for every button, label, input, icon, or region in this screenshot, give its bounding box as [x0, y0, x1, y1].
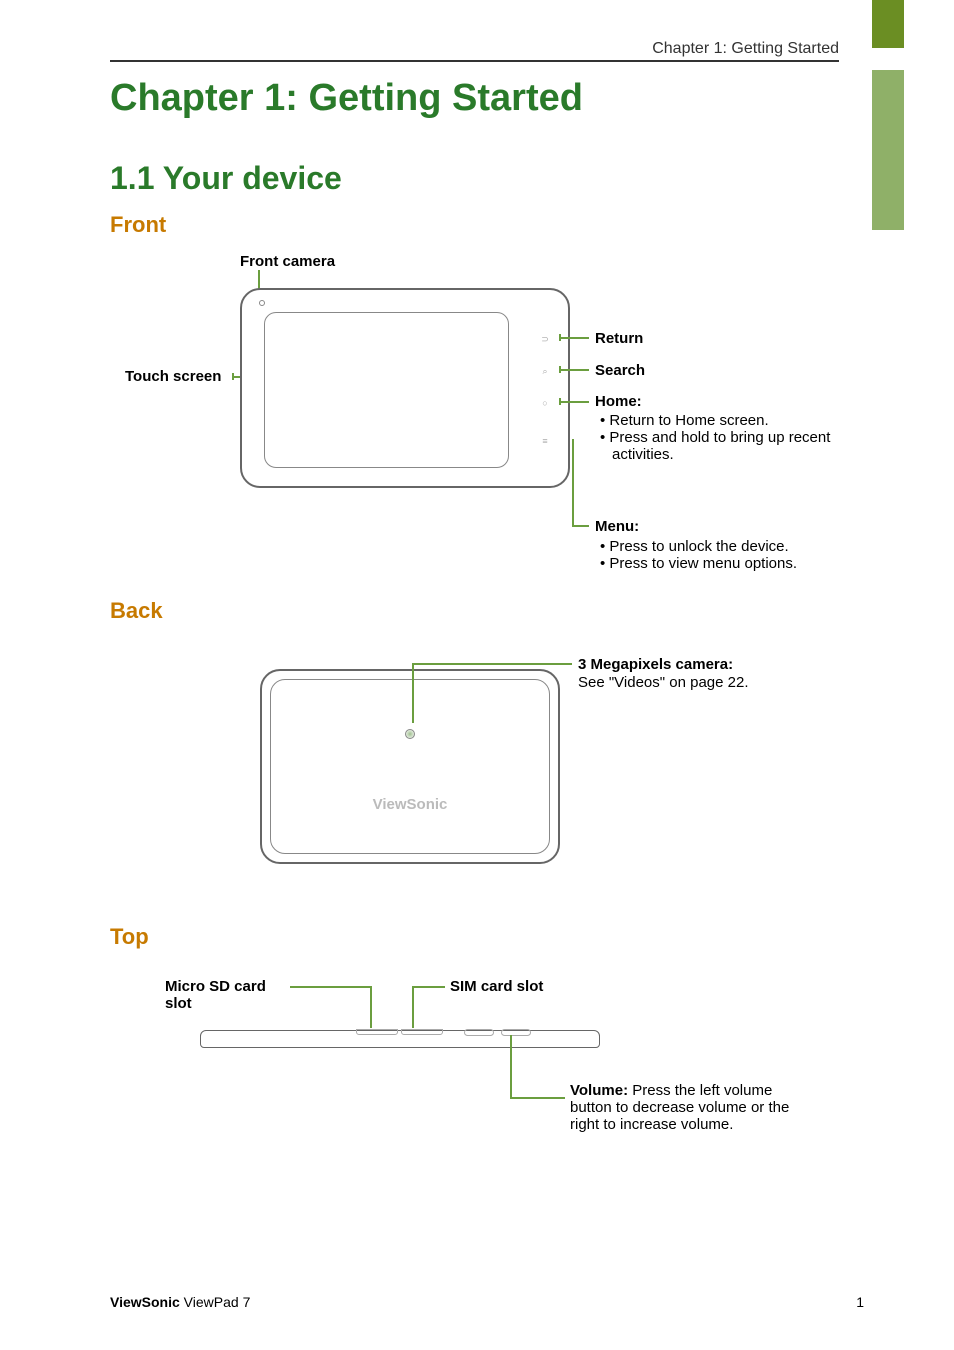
- front-subsection-title: Front: [110, 212, 864, 238]
- callout-line: [510, 1035, 512, 1097]
- callout-line: [510, 1097, 565, 1099]
- callout-line: [559, 337, 589, 339]
- menu-bullet: Press to view menu options.: [612, 555, 860, 572]
- callout-line: [559, 369, 589, 371]
- volume-down-icon: [464, 1029, 494, 1036]
- sim-slot-icon: [401, 1029, 443, 1035]
- front-camera-icon: [259, 300, 265, 306]
- back-camera-desc: See "Videos" on page 22.: [578, 674, 749, 691]
- callout-line: [559, 334, 561, 341]
- back-diagram: ViewSonic 3 Megapixels camera: See "Vide…: [110, 634, 864, 904]
- touch-screen-label: Touch screen: [125, 368, 221, 385]
- footer-brand: ViewSonic: [110, 1294, 180, 1310]
- footer-product: ViewPad 7: [184, 1294, 251, 1310]
- menu-label: Menu:: [595, 518, 639, 535]
- tablet-back-outline: ViewSonic: [260, 669, 560, 864]
- page-footer: ViewSonic ViewPad 7 1: [110, 1294, 864, 1310]
- volume-up-icon: [501, 1029, 531, 1036]
- top-diagram: Micro SD card slot SIM card slot Volume:…: [110, 960, 864, 1190]
- menu-bullet: Press to unlock the device.: [612, 538, 860, 555]
- footer-left: ViewSonic ViewPad 7: [110, 1294, 250, 1310]
- home-description: Return to Home screen. Press and hold to…: [600, 412, 860, 463]
- top-subsection-title: Top: [110, 924, 864, 950]
- return-button-icon: ⊃: [540, 334, 550, 344]
- back-subsection-title: Back: [110, 598, 864, 624]
- home-label: Home:: [595, 393, 642, 410]
- callout-line: [370, 986, 372, 1028]
- tablet-top-outline: [200, 1030, 600, 1048]
- callout-line: [412, 986, 414, 1028]
- sim-card-label: SIM card slot: [450, 978, 543, 995]
- volume-description: Volume: Press the left volume button to …: [570, 1082, 810, 1133]
- search-label: Search: [595, 362, 645, 379]
- chapter-header: Chapter 1: Getting Started: [110, 40, 839, 62]
- home-button-icon: ○: [540, 398, 550, 408]
- callout-line: [412, 663, 572, 665]
- return-label: Return: [595, 330, 643, 347]
- callout-line: [412, 986, 445, 988]
- footer-page-number: 1: [856, 1294, 864, 1310]
- callout-line: [572, 439, 574, 526]
- front-camera-label: Front camera: [240, 253, 335, 270]
- sd-slot-icon: [356, 1029, 398, 1035]
- home-bullet: Return to Home screen.: [612, 412, 860, 429]
- home-bullet: Press and hold to bring up recent activi…: [612, 429, 860, 463]
- chapter-title: Chapter 1: Getting Started: [110, 77, 864, 120]
- callout-line: [559, 366, 561, 373]
- front-diagram: Front camera Touch screen ⊃ ⌕ ○ ≡ Return…: [110, 248, 864, 598]
- tablet-front-outline: ⊃ ⌕ ○ ≡: [240, 288, 570, 488]
- callout-line: [290, 986, 370, 988]
- section-title: 1.1 Your device: [110, 160, 864, 197]
- volume-label: Volume:: [570, 1082, 632, 1099]
- menu-description: Press to unlock the device. Press to vie…: [600, 538, 860, 572]
- back-camera-icon: [405, 729, 415, 739]
- tablet-screen-area: [264, 312, 509, 468]
- menu-button-icon: ≡: [540, 436, 550, 446]
- callout-line: [412, 663, 414, 723]
- callout-line: [559, 398, 561, 405]
- viewsonic-logo-text: ViewSonic: [373, 796, 448, 813]
- header-tab-dark: [872, 0, 904, 48]
- header-tab-light: [872, 70, 904, 230]
- search-button-icon: ⌕: [540, 366, 550, 376]
- callout-line: [559, 401, 589, 403]
- tablet-back-inner: [270, 679, 550, 854]
- callout-line: [232, 373, 234, 380]
- sd-card-label: Micro SD card slot: [165, 978, 285, 1012]
- callout-line: [572, 525, 589, 527]
- back-camera-label: 3 Megapixels camera:: [578, 656, 733, 673]
